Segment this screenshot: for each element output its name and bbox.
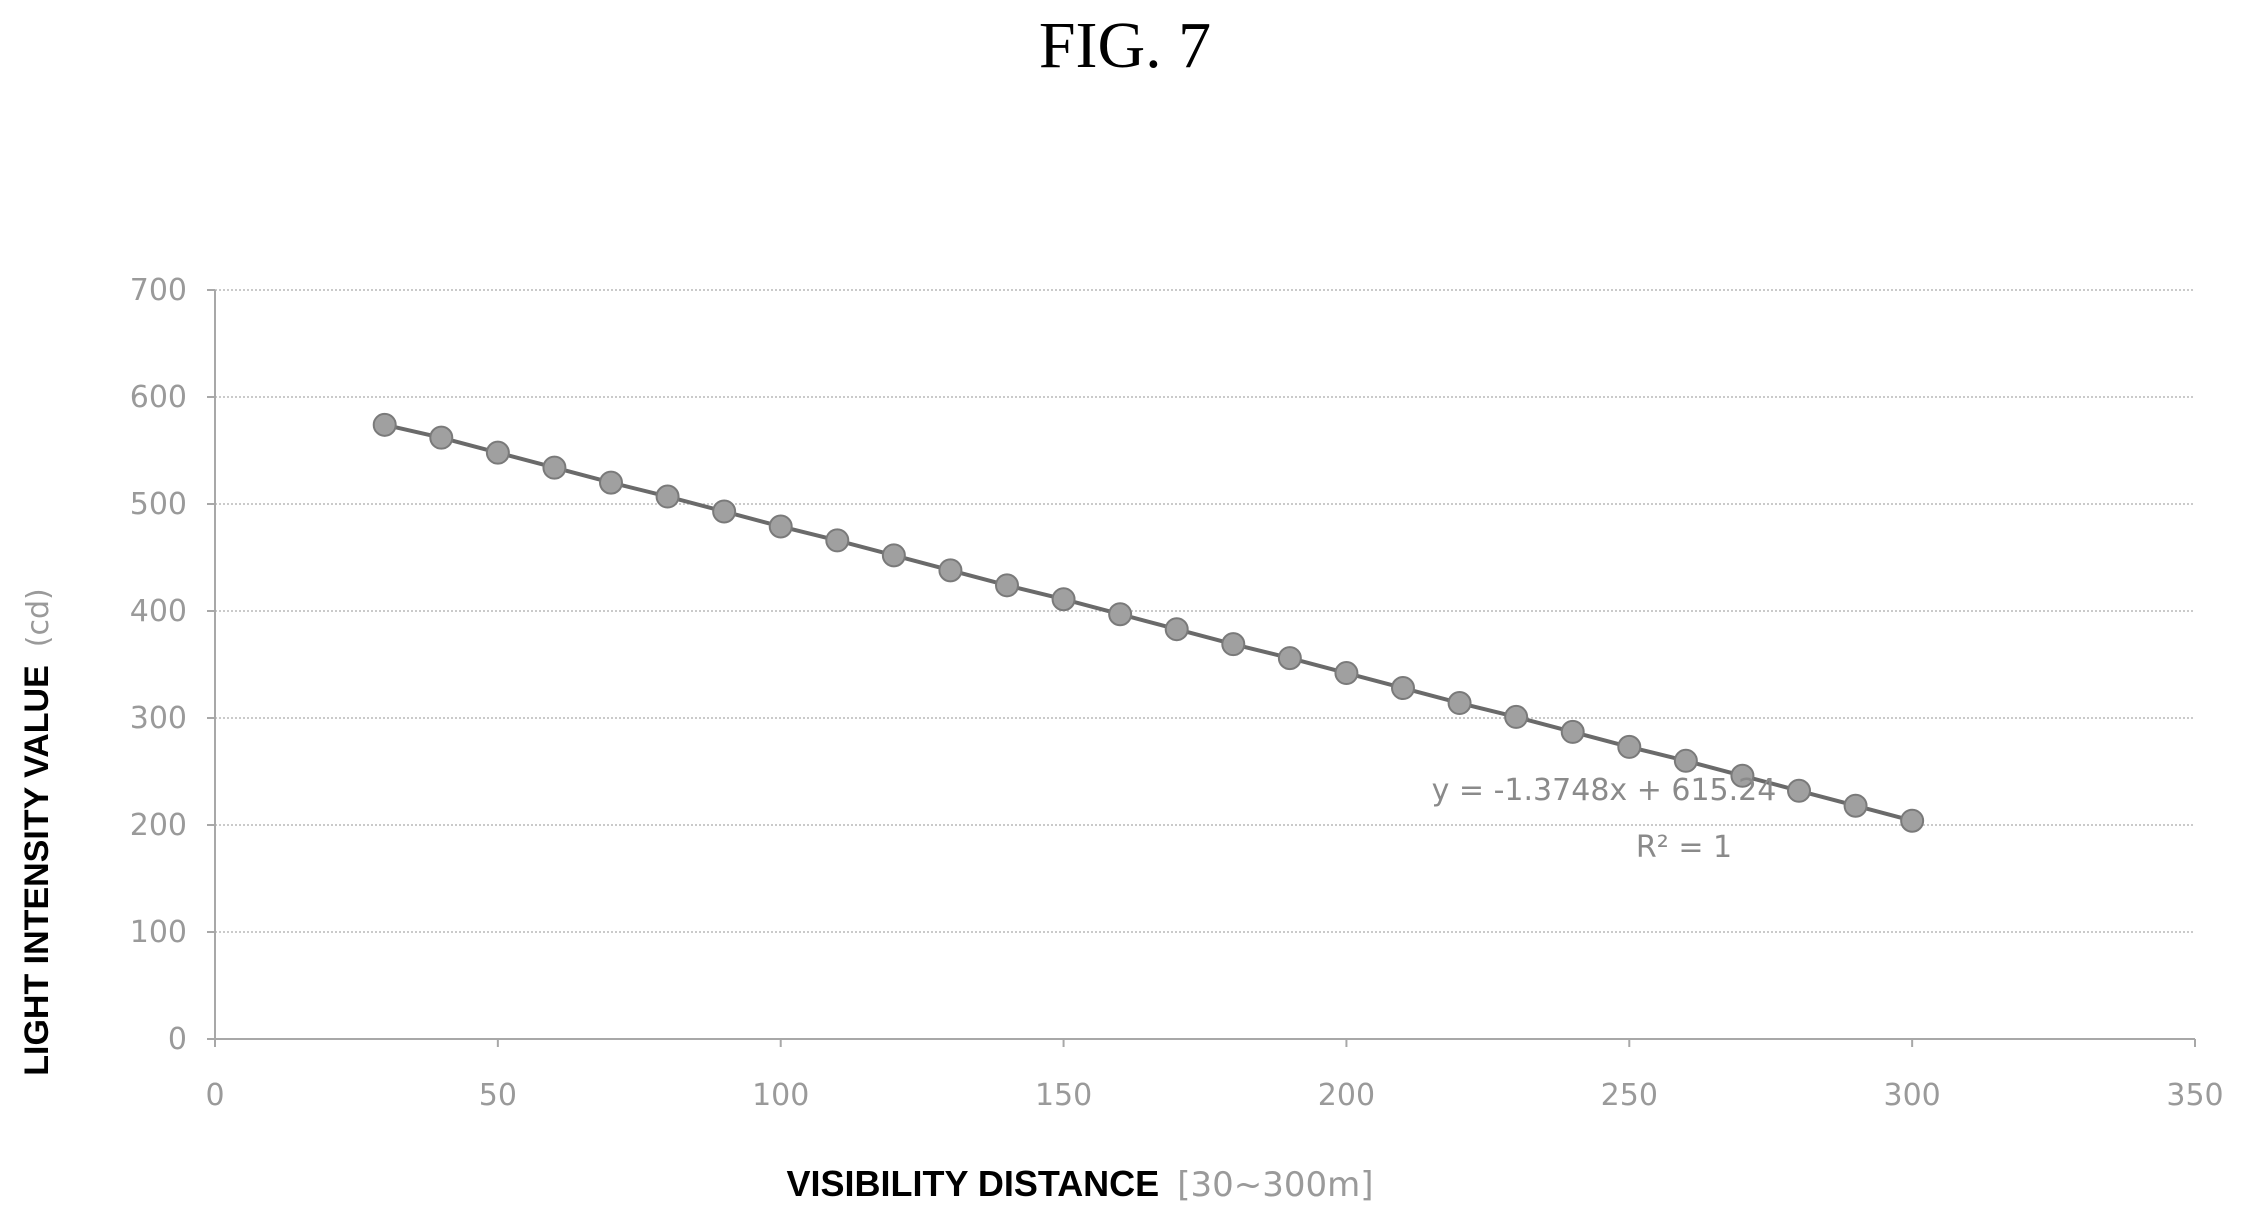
figure-title: FIG. 7 [1038, 9, 1212, 82]
y-tick-label: 200 [130, 808, 187, 843]
y-tick-label: 600 [130, 380, 187, 415]
y-tick-labels: 0 100 200 300 400 500 600 700 [130, 273, 187, 1057]
data-point [938, 558, 963, 583]
data-point [881, 543, 906, 568]
data-point [1164, 617, 1189, 642]
x-tick-labels: 0 50 100 150 200 250 300 350 [205, 1078, 2223, 1113]
y-axis-label: LIGHT INTENSITY VALUE (cd) [18, 588, 56, 1076]
data-points [372, 412, 1925, 833]
y-tick-label: 400 [130, 594, 187, 629]
x-tick-label: 150 [1035, 1078, 1092, 1113]
gridlines [215, 289, 2195, 933]
y-axis-unit: (cd) [21, 588, 56, 647]
data-point [1051, 587, 1076, 612]
x-axis-label-text: VISIBILITY DISTANCE [786, 1163, 1159, 1204]
data-point [372, 412, 397, 437]
series-line [384, 422, 1913, 823]
y-tick-label: 300 [130, 701, 187, 736]
x-tick-label: 200 [1318, 1078, 1375, 1113]
data-point [1334, 661, 1359, 686]
x-tick-label: 50 [479, 1078, 517, 1113]
x-tick-label: 100 [752, 1078, 809, 1113]
x-axis-unit: [30~300m] [1177, 1165, 1373, 1205]
y-tick-label: 700 [130, 273, 187, 308]
data-point [768, 514, 793, 539]
data-point [542, 455, 567, 480]
data-point [1787, 778, 1811, 803]
data-point [485, 440, 510, 465]
trendline [384, 422, 1913, 823]
data-point [655, 484, 680, 509]
y-tick-label: 0 [168, 1022, 187, 1057]
data-point [1108, 602, 1133, 627]
data-point [712, 499, 737, 524]
data-point [825, 528, 850, 553]
data-point [1560, 719, 1585, 744]
data-point [1730, 763, 1755, 788]
x-tick-label: 0 [205, 1078, 224, 1113]
data-point [1447, 691, 1472, 716]
data-point [1391, 676, 1415, 701]
data-point [1617, 734, 1642, 759]
y-axis-label-text: LIGHT INTENSITY VALUE [18, 665, 56, 1076]
trendline-equation: y = -1.3748x + 615.24 [1432, 773, 1777, 808]
x-tick-label: 350 [2166, 1078, 2223, 1113]
data-point [1504, 704, 1529, 729]
y-tick-label: 500 [130, 487, 187, 522]
data-point [599, 470, 623, 495]
data-point [1673, 748, 1698, 773]
data-point [1277, 646, 1302, 671]
data-point [995, 573, 1019, 598]
x-tick-label: 300 [1884, 1078, 1941, 1113]
x-axis-label: VISIBILITY DISTANCE [30~300m] [786, 1163, 1373, 1205]
data-point [1900, 808, 1925, 833]
y-tick-label: 100 [130, 915, 187, 950]
data-point [1843, 793, 1868, 818]
r-squared-label: R² = 1 [1636, 830, 1732, 865]
data-point [1221, 632, 1246, 657]
axes [207, 289, 2196, 1047]
data-point [429, 425, 454, 450]
x-tick-label: 250 [1601, 1078, 1658, 1113]
